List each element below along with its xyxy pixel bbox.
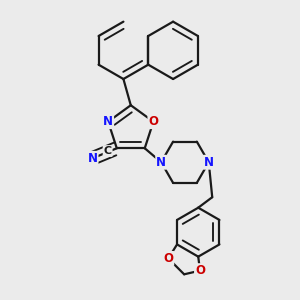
Text: N: N bbox=[103, 115, 113, 128]
Text: O: O bbox=[148, 115, 158, 128]
Text: O: O bbox=[195, 264, 205, 277]
Text: N: N bbox=[88, 152, 98, 165]
Text: N: N bbox=[156, 156, 166, 169]
Text: O: O bbox=[163, 252, 173, 265]
Text: N: N bbox=[204, 156, 214, 169]
Text: C: C bbox=[103, 146, 112, 156]
